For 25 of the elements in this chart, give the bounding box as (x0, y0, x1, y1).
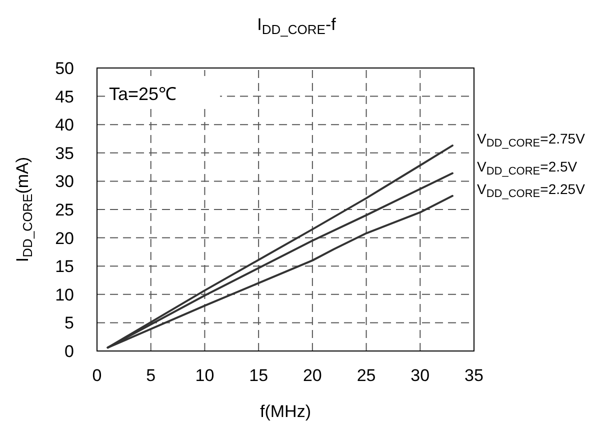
annotation: Ta=25℃ (109, 84, 177, 104)
y-tick-label: 5 (64, 314, 74, 333)
y-tick-label: 25 (55, 200, 74, 220)
y-tick-label: 20 (55, 228, 74, 248)
y-tick-label: 45 (55, 87, 74, 106)
x-axis-title: f(MHz) (260, 402, 311, 421)
y-tick-label: 40 (55, 116, 74, 135)
y-tick-label: 0 (64, 342, 74, 361)
x-tick-label: 0 (92, 366, 102, 385)
x-tick-label: 35 (464, 366, 484, 385)
chart-title: I$_{DD_CORE}$-f (257, 15, 336, 37)
y-tick-label: 15 (55, 257, 74, 276)
x-tick-label: 25 (356, 366, 376, 385)
series-label: V$_{DD_CORE}$=2.5V (477, 158, 578, 178)
y-tick-label: 35 (55, 144, 74, 163)
x-tick-label: 20 (302, 366, 322, 385)
x-tick-label: 10 (195, 366, 214, 385)
x-tick-label: 15 (249, 366, 268, 385)
series-label: V$_{DD_CORE}$=2.75V (477, 130, 586, 150)
x-tick-label: 5 (146, 366, 156, 385)
x-tick-label: 30 (410, 366, 430, 385)
y-tick-label: 30 (55, 172, 74, 192)
y-tick-label: 10 (55, 285, 74, 304)
y-tick-label: 50 (55, 59, 74, 78)
series-label: V$_{DD_CORE}$=2.25V (477, 180, 586, 200)
